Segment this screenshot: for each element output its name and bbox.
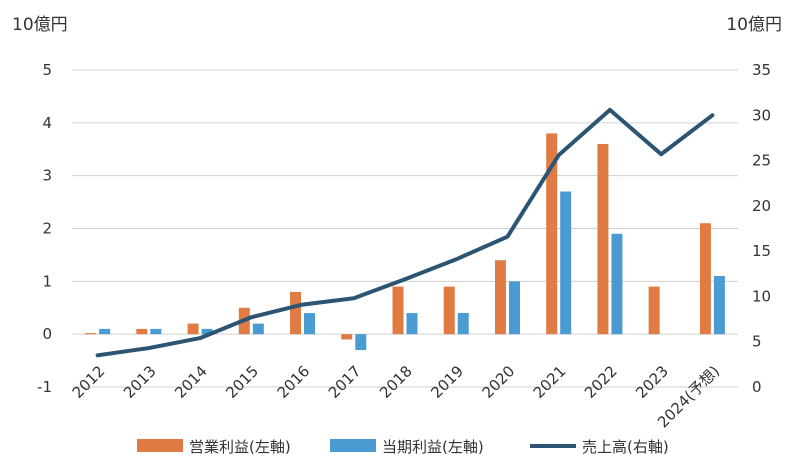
bar — [648, 286, 660, 335]
legend-label: 売上高(右軸) — [582, 438, 669, 456]
legend-swatch — [137, 439, 183, 452]
bar — [406, 313, 418, 335]
bar — [392, 286, 404, 335]
x-tick-label: 2020 — [479, 362, 519, 402]
bar — [713, 276, 725, 335]
bar — [252, 323, 264, 335]
bar — [150, 328, 162, 335]
bar — [508, 281, 520, 335]
bar — [304, 313, 316, 335]
left-tick-label: 5 — [42, 61, 52, 79]
x-tick-label: 2019 — [427, 362, 467, 402]
left-tick-label: -1 — [37, 378, 52, 396]
bar — [85, 333, 97, 335]
x-tick-label: 2022 — [581, 362, 621, 402]
x-tick-label: 2012 — [69, 362, 109, 402]
bar — [699, 223, 711, 335]
x-tick-label: 2018 — [376, 362, 416, 402]
left-tick-label: 2 — [42, 220, 52, 238]
x-tick-label: 2015 — [222, 362, 262, 402]
x-tick-label: 2021 — [530, 362, 570, 402]
x-tick-label: 2016 — [274, 362, 314, 402]
x-tick-label: 2017 — [325, 362, 365, 402]
left-tick-label: 1 — [42, 272, 52, 290]
right-tick-label: 5 — [752, 333, 762, 351]
left-tick-label: 3 — [42, 167, 52, 185]
bar — [341, 334, 353, 340]
line-series — [95, 107, 715, 358]
bars — [85, 133, 725, 351]
legend-swatch — [330, 439, 376, 452]
bar — [457, 313, 469, 335]
legend-label: 当期利益(左軸) — [382, 438, 484, 456]
right-tick-label: 25 — [752, 152, 771, 170]
right-tick-label: 30 — [752, 106, 771, 124]
legend-label: 営業利益(左軸) — [189, 438, 291, 456]
right-axis-unit: 10億円 — [726, 15, 782, 35]
right-tick-label: 15 — [752, 242, 771, 260]
bar — [597, 143, 609, 335]
bar — [611, 233, 623, 335]
bar — [355, 334, 367, 351]
right-tick-label: 35 — [752, 61, 771, 79]
right-tick-label: 20 — [752, 197, 771, 215]
x-tick-label: 2013 — [120, 362, 160, 402]
bar — [136, 328, 148, 335]
right-tick-label: 10 — [752, 287, 771, 305]
left-tick-label: 4 — [42, 114, 52, 132]
gridlines — [72, 69, 738, 388]
left-axis-unit: 10億円 — [12, 15, 68, 35]
bar — [560, 191, 572, 335]
right-tick-label: 0 — [752, 378, 762, 396]
bar — [546, 133, 558, 335]
bar — [201, 328, 213, 335]
axis-ticks: -1 0 1 2 3 4 5 0 5 10 15 20 25 30 35 2012 2013 2014 2015 20… — [37, 61, 771, 431]
x-tick-label: 2014 — [171, 362, 211, 402]
bar — [443, 286, 455, 335]
bar — [99, 328, 111, 335]
revenue-line — [95, 107, 715, 358]
left-tick-label: 0 — [42, 325, 52, 343]
bar — [494, 260, 506, 335]
bar — [187, 323, 199, 335]
legend[interactable]: 営業利益(左軸) 当期利益(左軸) 売上高(右軸) — [137, 438, 669, 456]
x-tick-label: 2023 — [632, 362, 672, 402]
bar — [290, 291, 302, 335]
